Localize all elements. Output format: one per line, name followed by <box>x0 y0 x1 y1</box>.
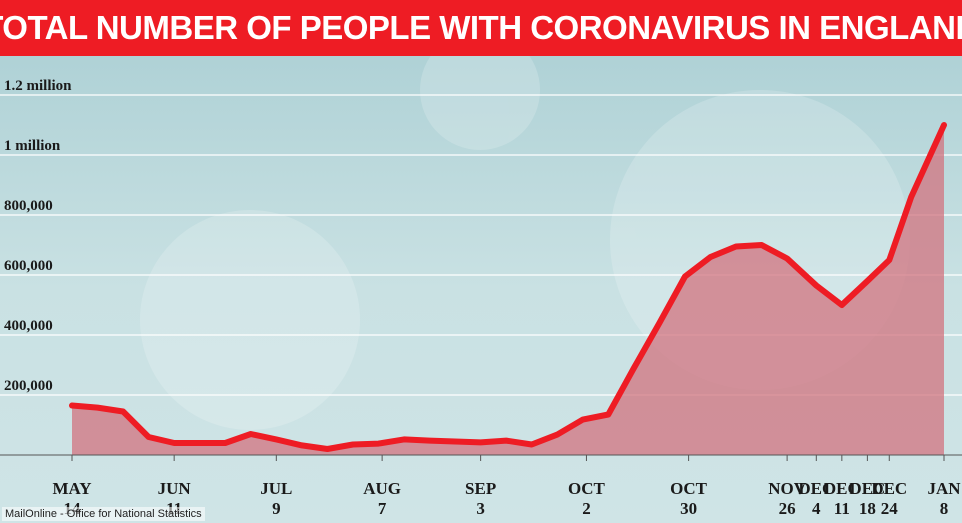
x-tick-day: 26 <box>779 499 796 518</box>
y-axis-labels: 200,000 400,000 600,000 800,000 1 million 1.2… <box>4 78 72 394</box>
x-tick-month: JUL <box>260 479 292 498</box>
x-tick-month: NOV <box>768 479 807 498</box>
x-tick-day: 9 <box>272 499 281 518</box>
x-tick-month: DEC <box>798 479 834 498</box>
x-tick-day: 11 <box>834 499 850 518</box>
y-tick-label: 400,000 <box>4 318 53 334</box>
x-tick-month: DEC <box>849 479 885 498</box>
x-tick-day: 7 <box>378 499 387 518</box>
x-tick-month: AUG <box>363 479 401 498</box>
area-fill <box>72 125 944 455</box>
x-axis <box>0 454 962 461</box>
x-tick-month: SEP <box>465 479 496 498</box>
x-tick-month: MAY <box>52 479 91 498</box>
x-tick-day: 8 <box>940 499 949 518</box>
x-tick-month: JAN <box>927 479 961 498</box>
y-tick-label: 1 million <box>4 138 61 154</box>
x-tick-day: 4 <box>812 499 821 518</box>
x-tick-month: OCT <box>670 479 708 498</box>
x-tick-month: DEC <box>871 479 907 498</box>
y-tick-label: 200,000 <box>4 378 53 394</box>
y-tick-label: 1.2 million <box>4 78 72 94</box>
source-credit: MailOnline - Office for National Statist… <box>2 507 205 521</box>
area-layer <box>69 122 947 455</box>
series-line <box>69 122 947 452</box>
x-tick-month: DEC <box>824 479 860 498</box>
chart-title: TOTAL NUMBER OF PEOPLE WITH CORONAVIRUS … <box>0 0 962 56</box>
x-axis-labels: MAY14JUN11JUL9AUG7SEP3OCT2OCT30NOV26DEC4… <box>52 479 961 518</box>
x-tick-day: 18 <box>859 499 876 518</box>
x-tick-day: 3 <box>476 499 485 518</box>
x-tick-day: 24 <box>881 499 899 518</box>
x-tick-month: JUN <box>158 479 192 498</box>
y-tick-label: 600,000 <box>4 258 53 274</box>
x-tick-month: OCT <box>568 479 606 498</box>
y-tick-label: 800,000 <box>4 198 53 214</box>
x-tick-day: 2 <box>582 499 591 518</box>
x-tick-day: 30 <box>680 499 697 518</box>
